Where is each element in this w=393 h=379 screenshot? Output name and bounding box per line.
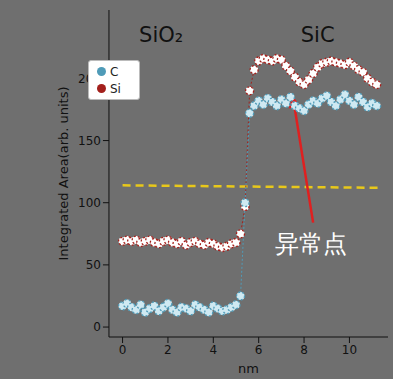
svg-text:2: 2 xyxy=(164,343,172,357)
svg-text:200: 200 xyxy=(78,72,101,86)
svg-text:nm: nm xyxy=(238,361,259,376)
svg-text:Integrated Area(arb. units): Integrated Area(arb. units) xyxy=(56,86,71,260)
html-text:C: C xyxy=(110,65,119,79)
svg-text:150: 150 xyxy=(78,134,101,148)
svg-text:4: 4 xyxy=(209,343,217,357)
html-text:Si: Si xyxy=(110,82,121,96)
svg-text:100: 100 xyxy=(78,196,101,210)
svg-text:SiC: SiC xyxy=(301,23,335,47)
svg-text:0: 0 xyxy=(93,320,101,334)
svg-text:50: 50 xyxy=(86,258,101,272)
svg-text:8: 8 xyxy=(300,343,308,357)
svg-text:0: 0 xyxy=(119,343,127,357)
svg-text:SiO₂: SiO₂ xyxy=(139,23,183,47)
svg-text:6: 6 xyxy=(255,343,263,357)
svg-text:10: 10 xyxy=(342,343,357,357)
svg-text:异常点: 异常点 xyxy=(275,230,347,258)
